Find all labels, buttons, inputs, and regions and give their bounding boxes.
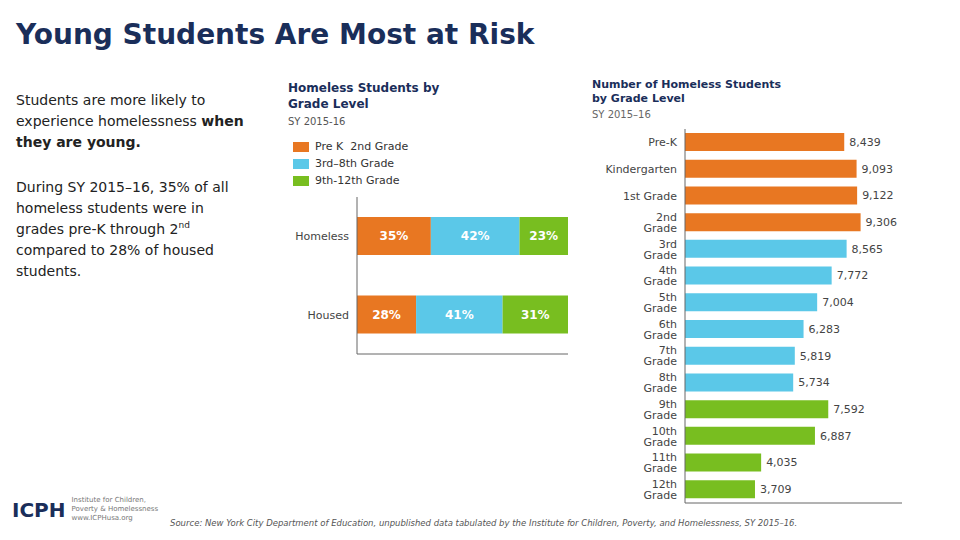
svg-text:Homeless: Homeless: [295, 231, 349, 244]
html-text:9th-12th Grade: 9th-12th Grade: [315, 174, 400, 188]
svg-text:35%: 35%: [380, 230, 409, 244]
html-text:Homeless Students by Grade Lev: Homeless Students by Grade Level: [288, 81, 440, 112]
svg-text:Housed: Housed: [308, 309, 349, 322]
svg-text:2ndGrade: 2ndGrade: [643, 210, 677, 234]
svg-text:31%: 31%: [521, 308, 550, 322]
svg-text:6,887: 6,887: [820, 429, 852, 442]
svg-text:7thGrade: 7thGrade: [643, 344, 677, 368]
svg-text:23%: 23%: [529, 230, 558, 244]
svg-text:6,283: 6,283: [809, 322, 841, 335]
html-text:Institute for Children, Povert: Institute for Children, Poverty & Homele…: [71, 496, 159, 523]
svg-text:9,306: 9,306: [866, 216, 898, 229]
svg-text:4thGrade: 4thGrade: [643, 264, 677, 288]
html-text:Source: New York City Departme: Source: New York City Department of Educ…: [170, 518, 798, 528]
svg-text:7,592: 7,592: [833, 403, 865, 416]
svg-text:3rdGrade: 3rdGrade: [643, 237, 677, 261]
svg-text:9thGrade: 9thGrade: [643, 397, 677, 421]
svg-text:9,093: 9,093: [862, 162, 894, 175]
html-text:3rd–8th Grade: 3rd–8th Grade: [315, 157, 395, 171]
html-text:Number of Homeless Students by: Number of Homeless Students by Grade Lev…: [592, 78, 782, 106]
svg-text:28%: 28%: [372, 308, 401, 322]
svg-text:12thGrade: 12thGrade: [643, 478, 677, 502]
svg-text:11thGrade: 11thGrade: [643, 451, 677, 475]
svg-text:5,819: 5,819: [800, 349, 832, 362]
html-text:SY 2015–16: SY 2015–16: [592, 108, 651, 120]
html-text:Young Students Are Most at Ris: Young Students Are Most at Risk: [16, 18, 535, 51]
html-text:Students are more likely to ex: Students are more likely to experience h…: [16, 92, 244, 150]
svg-text:10thGrade: 10thGrade: [643, 424, 677, 448]
svg-text:7,004: 7,004: [822, 296, 854, 309]
svg-text:3,709: 3,709: [760, 483, 792, 496]
svg-text:8thGrade: 8thGrade: [643, 371, 677, 395]
html-text:During SY 2015–16, 35% of all: During SY 2015–16, 35% of all homeless s…: [16, 179, 229, 237]
svg-text:5,734: 5,734: [798, 376, 830, 389]
svg-text:1st Grade: 1st Grade: [623, 189, 677, 202]
svg-text:41%: 41%: [445, 308, 474, 322]
html-text:SY 2015-16: SY 2015-16: [288, 116, 346, 128]
html-text:compared to 28% of housed stud: compared to 28% of housed students.: [16, 242, 214, 279]
svg-text:42%: 42%: [461, 230, 490, 244]
svg-text:5thGrade: 5thGrade: [643, 291, 677, 315]
svg-text:Pre-K: Pre-K: [648, 136, 677, 149]
svg-text:4,035: 4,035: [766, 456, 798, 469]
html-text:Pre K 2nd Grade: Pre K 2nd Grade: [315, 140, 409, 154]
svg-text:8,439: 8,439: [849, 135, 881, 148]
svg-text:Kindergarten: Kindergarten: [605, 163, 677, 176]
svg-text:8,565: 8,565: [852, 242, 884, 255]
svg-text:6thGrade: 6thGrade: [643, 317, 677, 341]
svg-text:9,122: 9,122: [862, 189, 894, 202]
svg-text:7,772: 7,772: [837, 269, 869, 282]
html-text:ICPH: ICPH: [12, 497, 66, 522]
